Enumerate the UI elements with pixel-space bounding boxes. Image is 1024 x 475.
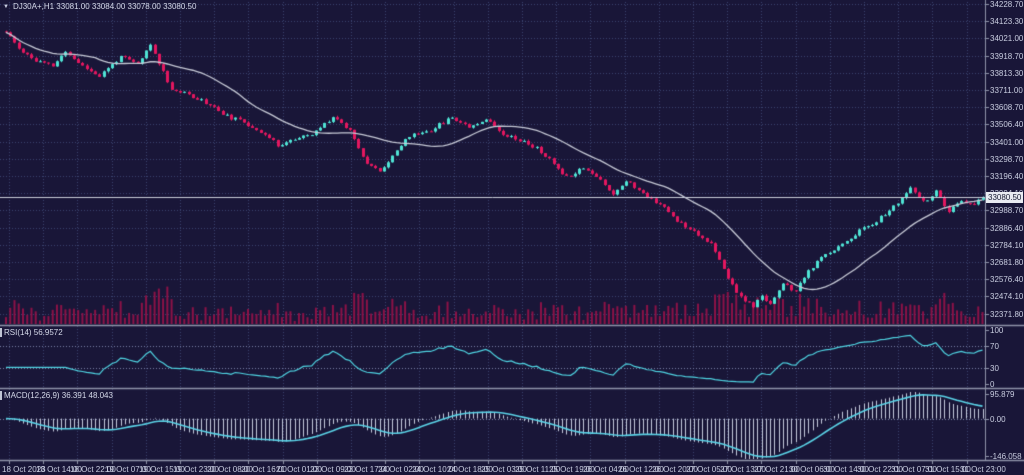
chart-surface[interactable] [0,0,1024,475]
trading-chart-window: ▼ DJ30A+,H1 33081.00 33084.00 33078.00 3… [0,0,1024,475]
